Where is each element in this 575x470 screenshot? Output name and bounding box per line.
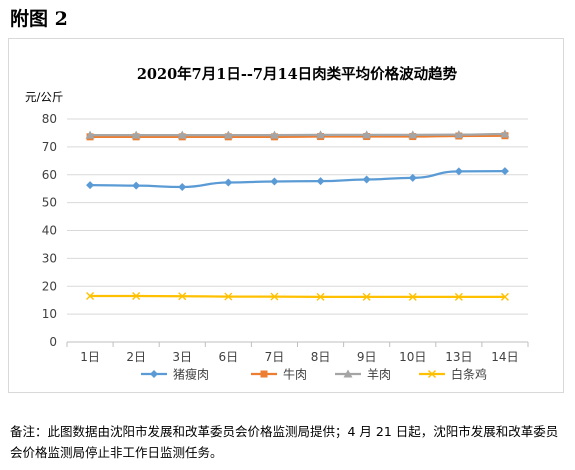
data-point — [269, 130, 279, 139]
gridlines — [67, 118, 528, 315]
x-marker-stroke — [224, 292, 233, 301]
x-marker-stroke — [362, 292, 371, 301]
x-tick-label: 7日 — [265, 350, 285, 364]
data-point — [270, 177, 279, 186]
series-1 — [86, 167, 509, 192]
x-tick-label: 1日 — [80, 350, 100, 364]
data-point — [500, 129, 510, 138]
data-point — [362, 130, 372, 139]
data-point — [362, 175, 371, 184]
data-point — [408, 292, 417, 301]
x-marker-stroke — [408, 292, 417, 301]
data-point — [177, 130, 187, 139]
data-point — [131, 130, 141, 139]
y-tick-label: 20 — [42, 279, 57, 293]
data-point — [178, 292, 187, 301]
data-point — [362, 292, 371, 301]
legend-marker — [428, 370, 436, 378]
chart-title: 2020年7月1日--7月14日肉类平均价格波动趋势 — [137, 65, 458, 83]
data-point — [454, 167, 463, 176]
x-tick-label: 10日 — [399, 350, 426, 364]
legend-label: 牛肉 — [283, 367, 307, 382]
data-point — [224, 178, 233, 187]
y-tick-label: 60 — [42, 168, 57, 182]
data-point — [454, 292, 463, 301]
y-tick-label: 10 — [42, 307, 57, 321]
unit-label: 元/公斤 — [25, 90, 63, 104]
x-tick-label: 14日 — [491, 350, 518, 364]
data-point — [270, 292, 279, 301]
footnote: 备注：此图数据由沈阳市发展和改革委员会价格监测局提供；4 月 21 日起，沈阳市… — [10, 424, 559, 460]
data-point — [500, 167, 509, 176]
x-marker-stroke — [428, 370, 436, 378]
legend-marker — [150, 370, 158, 378]
x-tick-label: 3日 — [172, 350, 192, 364]
series-line — [90, 132, 505, 137]
data-point — [316, 177, 325, 186]
y-tick-label: 30 — [42, 251, 57, 265]
data-point — [132, 181, 141, 190]
legend-label: 白条鸡 — [451, 367, 487, 382]
series-line — [90, 170, 505, 189]
legend-item-3: 羊肉 — [335, 367, 391, 382]
series-line — [90, 294, 505, 298]
legend-item-1: 猪瘦肉 — [141, 367, 209, 382]
legend-marker — [343, 369, 353, 378]
data-point — [85, 130, 95, 139]
y-tick-label: 0 — [49, 335, 57, 349]
series-layer — [85, 129, 510, 301]
legend-label: 羊肉 — [367, 367, 391, 382]
data-point — [132, 292, 141, 301]
data-point — [454, 130, 464, 139]
data-point — [86, 181, 95, 190]
x-marker-stroke — [132, 292, 141, 301]
data-point — [223, 130, 233, 139]
series-4 — [86, 292, 509, 301]
x-tick-label: 13日 — [445, 350, 472, 364]
data-point — [500, 292, 509, 301]
data-point — [224, 292, 233, 301]
x-tick-label: 2日 — [126, 350, 146, 364]
x-marker-stroke — [454, 292, 463, 301]
data-point — [316, 292, 325, 301]
legend-marker — [260, 370, 268, 378]
data-point — [408, 130, 418, 139]
legend-item-2: 牛肉 — [251, 367, 307, 382]
data-point — [178, 183, 187, 192]
x-marker-stroke — [178, 292, 187, 301]
data-point — [316, 130, 326, 139]
x-tick-label: 6日 — [219, 350, 239, 364]
x-marker-stroke — [316, 292, 325, 301]
x-tick-label: 9日 — [357, 350, 377, 364]
x-marker-stroke — [270, 292, 279, 301]
axes: 0 10 20 30 40 50 60 70 80 1日 2日 3日 6日 7日 8日 9日 10日 13日 14日 — [42, 112, 529, 364]
data-point — [408, 173, 417, 182]
line-chart: 2020年7月1日--7月14日肉类平均价格波动趋势 元/公斤 0 10 20 30 4… — [25, 65, 529, 382]
legend-item-4: 白条鸡 — [419, 367, 487, 382]
y-tick-label: 80 — [42, 112, 57, 126]
y-tick-label: 50 — [42, 196, 57, 210]
series-3 — [85, 129, 510, 139]
figure-label: 附图 2 — [10, 8, 68, 30]
y-tick-label: 40 — [42, 224, 57, 238]
legend: 猪瘦肉 牛肉 羊肉 白条鸡 — [141, 367, 487, 382]
data-point — [86, 292, 95, 301]
x-marker-stroke — [86, 292, 95, 301]
chart-container: 2020年7月1日--7月14日肉类平均价格波动趋势 元/公斤 0 10 20 30 4… — [8, 38, 564, 393]
x-marker-stroke — [500, 292, 509, 301]
x-tick-label: 8日 — [311, 350, 331, 364]
legend-label: 猪瘦肉 — [173, 367, 209, 382]
y-tick-label: 70 — [42, 140, 57, 154]
series-line — [90, 134, 505, 138]
